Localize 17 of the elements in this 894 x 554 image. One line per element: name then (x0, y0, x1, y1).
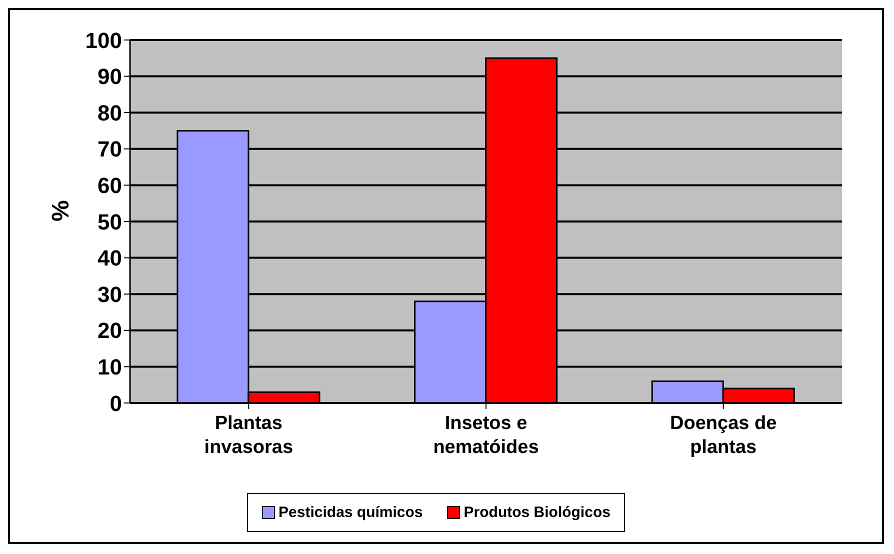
x-tick-label: Insetos e nematóides (433, 413, 539, 458)
y-tick-label: 50 (98, 209, 122, 234)
y-tick-label: 90 (98, 64, 122, 90)
y-tick-label: 80 (98, 100, 122, 126)
legend-label: Produtos Biológicos (462, 504, 610, 521)
x-tick-label: Plantas invasoras (204, 413, 294, 458)
y-tick-label: 0 (110, 390, 122, 416)
x-tick-label: Doenças de plantas (670, 413, 777, 458)
y-axis-title: % (48, 200, 75, 222)
y-tick-label: 60 (98, 173, 122, 198)
y-tick-label: 30 (98, 282, 122, 307)
y-tick-label: 100 (85, 28, 122, 53)
y-tick-label: 70 (98, 136, 122, 162)
legend-label: Pesticidas químicos (278, 504, 423, 521)
y-tick-label: 40 (98, 246, 122, 271)
y-tick-label: 10 (98, 354, 122, 380)
y-tick-label: 20 (98, 318, 122, 344)
